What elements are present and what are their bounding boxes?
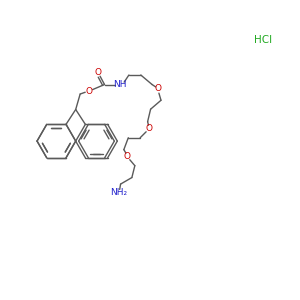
Text: O: O (124, 152, 131, 161)
Text: HCl: HCl (254, 35, 272, 45)
Text: O: O (94, 68, 101, 76)
Text: O: O (146, 124, 153, 133)
Text: O: O (154, 85, 161, 94)
Text: NH: NH (112, 80, 126, 89)
Text: NH₂: NH₂ (110, 188, 128, 197)
Text: O: O (85, 87, 93, 96)
